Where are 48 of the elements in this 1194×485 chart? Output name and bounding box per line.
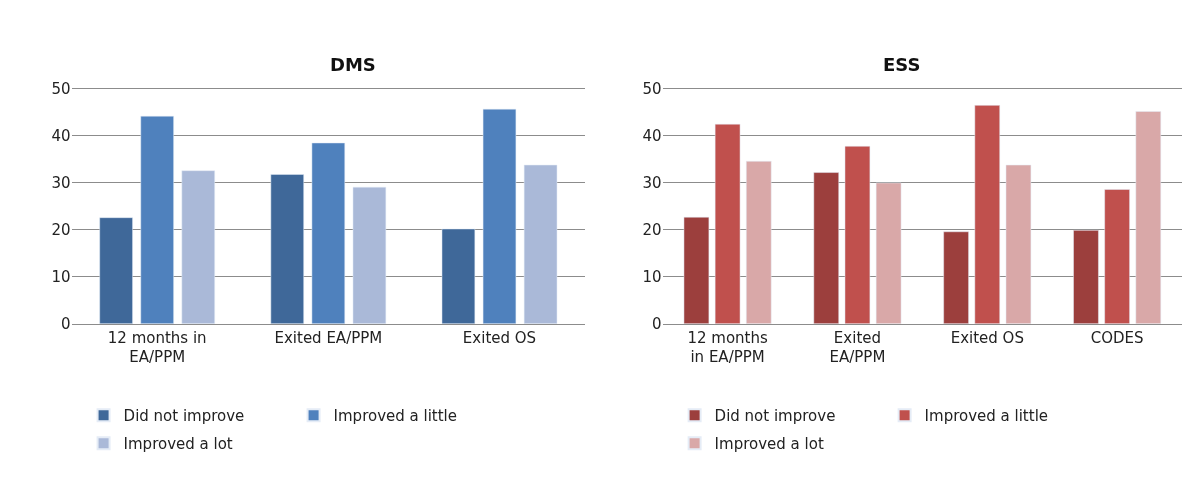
y-tick-label: 40 xyxy=(642,127,662,146)
y-tick-label: 20 xyxy=(642,221,662,240)
bar xyxy=(1135,111,1162,324)
bar xyxy=(482,108,517,324)
legend-label: Improved a lot xyxy=(714,435,824,454)
x-tick-label: Exited EA/PPM xyxy=(274,328,383,347)
x-tick-label: 12 months in EA/PPM xyxy=(687,328,768,367)
bar xyxy=(974,105,1000,324)
legend-label: Improved a little xyxy=(333,407,457,426)
bar xyxy=(714,123,741,324)
legend-label: Did not improve xyxy=(714,407,836,426)
legend-label: Did not improve xyxy=(123,407,245,426)
y-tick-label: 50 xyxy=(642,80,662,99)
legend-label: Improved a little xyxy=(924,407,1049,426)
bar xyxy=(99,217,133,324)
x-tick-label: Exited OS xyxy=(462,328,537,347)
chart-title: DMS xyxy=(330,54,376,75)
bar xyxy=(523,164,558,324)
y-tick-label: 20 xyxy=(51,221,71,240)
bar xyxy=(1005,164,1032,324)
x-tick-label: CODES xyxy=(1090,328,1144,347)
bar xyxy=(311,142,346,324)
bar xyxy=(875,182,902,324)
bar xyxy=(1104,189,1130,324)
bar xyxy=(270,174,304,324)
y-tick-label: 40 xyxy=(51,127,71,146)
y-tick-label: 0 xyxy=(61,315,71,334)
x-tick-label: Exited EA/PPM xyxy=(829,328,886,367)
chart-title: ESS xyxy=(883,54,921,75)
x-tick-label: Exited OS xyxy=(950,328,1024,347)
y-tick-label: 0 xyxy=(652,315,662,334)
bar xyxy=(683,216,710,324)
bar xyxy=(746,161,772,324)
bar xyxy=(844,146,871,324)
y-tick-label: 10 xyxy=(51,268,71,287)
bar xyxy=(352,186,387,324)
bar xyxy=(181,170,215,324)
bar xyxy=(943,231,969,324)
bar xyxy=(140,115,174,324)
y-tick-label: 30 xyxy=(51,174,71,193)
y-tick-label: 30 xyxy=(642,174,662,193)
x-tick-label: 12 months in EA/PPM xyxy=(107,328,207,367)
y-tick-label: 10 xyxy=(642,268,662,287)
legend-label: Improved a lot xyxy=(123,435,233,454)
y-tick-label: 50 xyxy=(51,80,71,99)
bar xyxy=(1073,230,1099,324)
bar xyxy=(813,172,839,324)
bar xyxy=(441,228,476,324)
